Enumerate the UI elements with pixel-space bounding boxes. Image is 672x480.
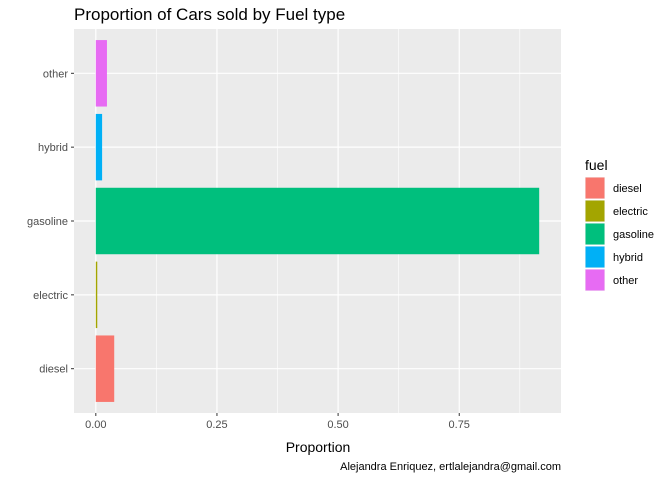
- y-tick-label: electric: [33, 290, 68, 302]
- chart-title: Proportion of Cars sold by Fuel type: [74, 5, 345, 24]
- legend-key-diesel: [585, 177, 605, 199]
- legend-key-electric: [585, 200, 605, 222]
- bar-electric: [95, 261, 98, 329]
- bar-hybrid: [95, 113, 103, 181]
- y-tick-label: hybrid: [38, 142, 68, 154]
- bar-gasoline: [95, 187, 540, 255]
- bar-diesel: [95, 335, 115, 402]
- x-tick-label: 0.75: [449, 419, 470, 431]
- x-axis: 0.00 0.25 0.50 0.75: [85, 413, 470, 431]
- legend-label-hybrid: hybrid: [613, 252, 643, 264]
- legend-label-other: other: [613, 275, 638, 287]
- legend-key-other: [585, 269, 605, 291]
- y-tick-label: gasoline: [27, 216, 68, 228]
- x-tick-label: 0.50: [327, 419, 348, 431]
- legend-label-diesel: diesel: [613, 183, 642, 195]
- legend-title: fuel: [585, 157, 608, 173]
- x-tick-label: 0.25: [206, 419, 227, 431]
- legend: fuel diesel electric gasoline hybrid other: [585, 157, 654, 291]
- y-tick-label: other: [43, 68, 68, 80]
- x-tick-label: 0.00: [85, 419, 106, 431]
- legend-key-gasoline: [585, 223, 605, 245]
- legend-label-electric: electric: [613, 206, 648, 218]
- caption: Alejandra Enriquez, ertlalejandra@gmail.…: [340, 461, 561, 473]
- bars: [95, 40, 540, 402]
- legend-label-gasoline: gasoline: [613, 229, 654, 241]
- bar-other: [95, 40, 107, 107]
- y-axis: diesel electric gasoline hybrid other: [27, 68, 74, 376]
- y-tick-label: diesel: [39, 364, 68, 376]
- x-axis-title: Proportion: [286, 439, 351, 455]
- legend-key-hybrid: [585, 246, 605, 268]
